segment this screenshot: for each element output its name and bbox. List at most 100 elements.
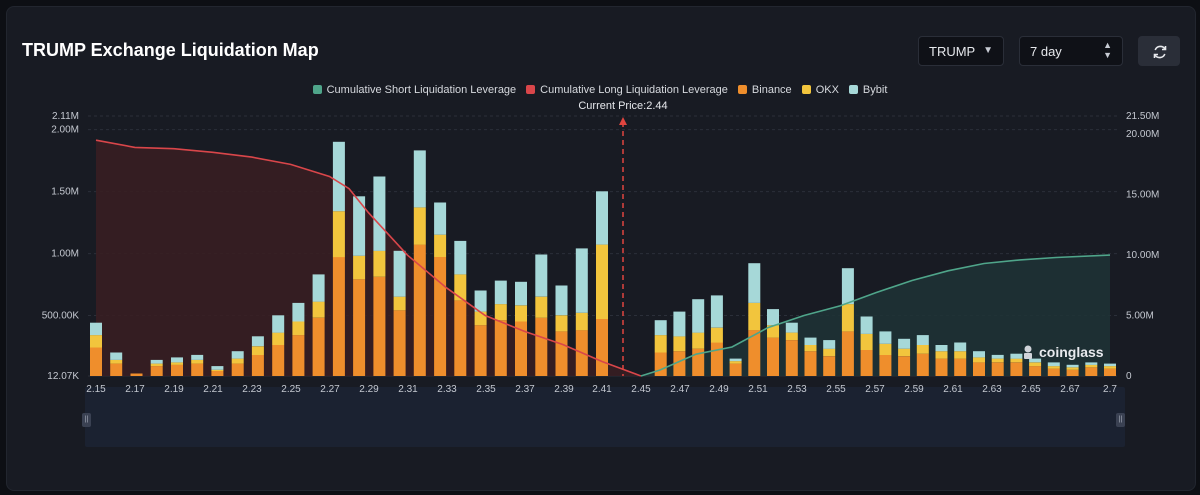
zoom-handle-left[interactable]: || <box>82 413 91 427</box>
bar-okx <box>251 346 264 355</box>
bar-binance <box>171 364 183 376</box>
bar-bybit <box>1085 362 1098 365</box>
symbol-select[interactable]: TRUMP ▼ <box>918 36 1004 66</box>
bar-bybit <box>596 191 608 245</box>
bar-bybit <box>804 337 817 345</box>
y-left-tick-label: 12.07K <box>47 371 79 382</box>
legend-item[interactable]: Cumulative Long Liquidation Leverage <box>526 84 728 96</box>
x-tick-label: 2.27 <box>320 384 340 395</box>
bar-binance <box>1010 362 1023 376</box>
zoom-slider-track[interactable] <box>85 387 1125 447</box>
bar-binance <box>494 320 507 376</box>
y-left-tick-label: 1.50M <box>51 187 79 198</box>
bar-binance <box>555 331 568 376</box>
bar-okx <box>555 315 568 332</box>
legend-item[interactable]: OKX <box>801 84 839 96</box>
bar-binance <box>454 300 467 376</box>
bar-bybit <box>110 352 123 360</box>
bar-binance <box>332 257 345 376</box>
bar-binance <box>231 363 244 376</box>
y-left-tick-label: 2.00M <box>51 125 79 136</box>
y-left-tick-label: 1.00M <box>51 249 79 260</box>
bar-bybit <box>823 340 836 349</box>
bar-bybit <box>454 240 467 275</box>
bar-okx <box>1085 364 1098 368</box>
bar-binance <box>1029 366 1042 376</box>
bar-bybit <box>748 263 761 303</box>
bar-binance <box>692 348 705 376</box>
bar-okx <box>515 305 527 322</box>
bar-okx <box>474 311 487 326</box>
bar-okx <box>191 359 204 364</box>
x-tick-label: 2.33 <box>437 384 457 395</box>
refresh-icon <box>1153 45 1167 59</box>
bar-bybit <box>692 299 705 333</box>
bar-okx <box>748 302 761 331</box>
period-select-value: 7 day <box>1030 44 1062 59</box>
legend-label: OKX <box>815 84 839 96</box>
y-right-tick-label: 20.00M <box>1126 129 1159 140</box>
bar-bybit <box>312 274 325 302</box>
bar-binance <box>991 362 1004 376</box>
bar-binance <box>535 317 548 376</box>
bar-bybit <box>935 345 948 352</box>
chart-legend: Cumulative Short Liquidation Leverage Cum… <box>0 84 1200 96</box>
bar-bybit <box>251 336 264 347</box>
bar-okx <box>393 296 406 311</box>
x-tick-label: 2.37 <box>515 384 535 395</box>
y-right-tick-label: 15.00M <box>1126 190 1159 201</box>
bar-binance <box>1085 367 1098 376</box>
x-tick-label: 2.15 <box>86 384 106 395</box>
bar-binance <box>393 310 406 376</box>
x-tick-label: 2.19 <box>164 384 184 395</box>
bar-bybit <box>767 309 779 326</box>
bar-okx <box>973 357 985 363</box>
bar-bybit <box>898 338 911 349</box>
bar-binance <box>729 363 742 376</box>
bar-binance <box>785 340 798 376</box>
x-tick-label: 2.57 <box>865 384 885 395</box>
bar-okx <box>272 332 285 345</box>
bar-okx <box>353 255 366 280</box>
bar-okx <box>1010 358 1023 363</box>
bar-bybit <box>1047 362 1060 367</box>
bar-okx <box>692 332 705 349</box>
bar-binance <box>251 354 264 376</box>
bar-binance <box>110 363 123 376</box>
current-price-arrow <box>619 117 627 125</box>
bar-okx <box>292 321 305 336</box>
period-select[interactable]: 7 day ▲ ▼ <box>1019 36 1123 66</box>
long-cumulative-line <box>95 139 642 377</box>
bar-binance <box>191 363 204 376</box>
refresh-button[interactable] <box>1138 36 1180 66</box>
symbol-select-value: TRUMP <box>929 44 976 59</box>
bar-bybit <box>710 295 723 328</box>
legend-item[interactable]: Binance <box>737 84 792 96</box>
bar-binance <box>879 354 892 376</box>
bar-binance <box>973 362 985 376</box>
bar-okx <box>1066 367 1079 370</box>
bar-binance <box>673 351 686 376</box>
bar-okx <box>454 274 467 301</box>
zoom-handle-right[interactable]: || <box>1116 413 1125 427</box>
bar-okx <box>575 312 588 331</box>
x-tick-label: 2.23 <box>242 384 262 395</box>
bar-bybit <box>575 248 588 313</box>
current-price-label: Current Price:2.44 <box>578 100 667 112</box>
legend-label: Bybit <box>862 84 888 96</box>
bar-bybit <box>841 268 854 305</box>
bar-okx <box>804 345 817 352</box>
y-left-tick-label: 2.11M <box>52 111 79 122</box>
bar-bybit <box>211 366 224 370</box>
x-tick-label: 2.49 <box>709 384 729 395</box>
legend-item[interactable]: Bybit <box>848 84 888 96</box>
y-left-tick-label: 500.00K <box>42 311 80 322</box>
legend-swatch <box>312 85 322 94</box>
legend-item[interactable]: Cumulative Short Liquidation Leverage <box>312 84 516 96</box>
bar-okx <box>841 304 854 332</box>
bar-bybit <box>954 342 967 352</box>
bar-binance <box>1047 368 1060 376</box>
bar-okx <box>1104 366 1116 369</box>
y-right-tick-label: 5.00M <box>1126 311 1154 322</box>
